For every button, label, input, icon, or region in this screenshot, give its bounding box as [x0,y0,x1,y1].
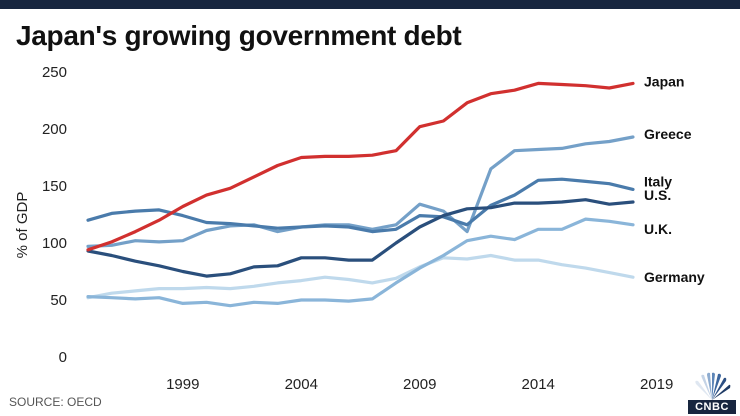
series-line-japan [86,81,635,252]
source-note: SOURCE: OECD [9,395,102,409]
series-line-uk [86,217,635,308]
top-bar [0,0,740,9]
x-tick-label: 1999 [166,376,199,393]
x-tick-label: 2009 [403,376,436,393]
y-tick-label: 200 [42,121,67,138]
y-tick-label: 0 [59,349,67,366]
series-label-uk: U.K. [644,221,672,237]
series-line-germany [86,253,635,300]
chart-title: Japan's growing government debt [16,20,462,51]
series-line-greece [86,135,635,248]
y-tick-label: 50 [50,292,67,309]
series-label-japan: Japan [644,73,684,89]
y-axis-label: % of GDP [14,192,31,259]
brand-label: CNBC [688,400,736,414]
peacock-icon [695,372,731,400]
series-line-italy [86,177,635,234]
series-label-germany: Germany [644,269,705,285]
y-tick-label: 150 [42,178,67,195]
series-line-us [86,198,635,278]
series-label-greece: Greece [644,126,692,142]
y-tick-label: 250 [42,64,67,81]
x-tick-label: 2014 [522,376,555,393]
series-label-us: U.S. [644,187,671,203]
x-tick-label: 2004 [285,376,318,393]
x-tick-label: 2019 [640,376,673,393]
y-tick-label: 100 [42,235,67,252]
cnbc-logo: CNBC [688,372,736,414]
series-label-italy: Italy [644,173,672,189]
